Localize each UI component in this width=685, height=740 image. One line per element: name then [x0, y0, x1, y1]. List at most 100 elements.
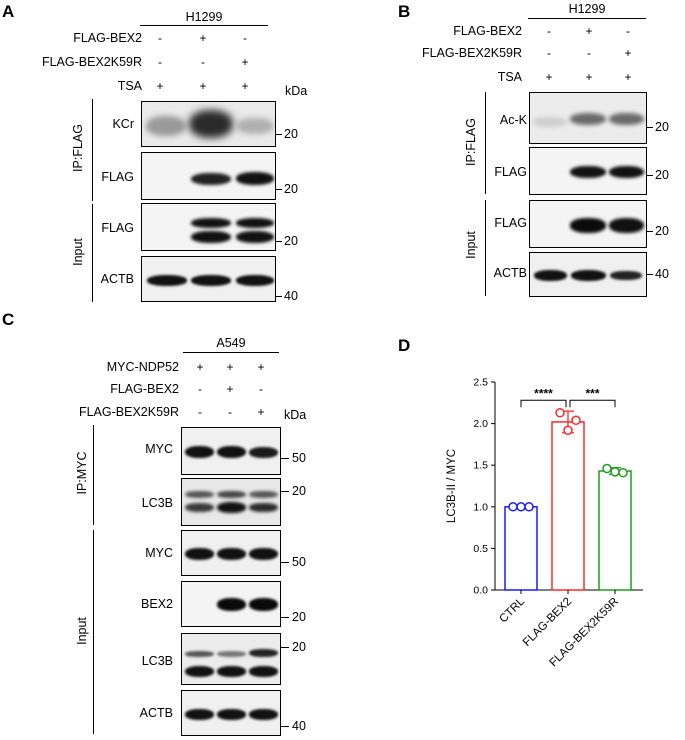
input-bracket [485, 200, 486, 296]
blot-lc3b-input [181, 633, 281, 685]
blot-flag-ip [529, 147, 647, 195]
blot-label: MYC [145, 442, 173, 456]
cell-line-underline [140, 25, 268, 26]
bar [504, 506, 538, 591]
bar [551, 421, 585, 591]
y-tick-label: 0.5 [473, 543, 488, 555]
input-bracket [93, 530, 94, 734]
mw-tick [647, 231, 653, 232]
mw-tick [281, 491, 289, 492]
ip-bracket [93, 425, 94, 525]
sign: - [243, 31, 247, 45]
mw-marker: 20 [284, 182, 298, 196]
blot-label: FLAG [494, 216, 527, 230]
mw-marker: 40 [292, 719, 306, 733]
y-tick-label: 2.0 [473, 418, 488, 430]
mw-tick [276, 296, 282, 297]
sign: - [547, 46, 551, 60]
input-bracket [92, 204, 93, 302]
blot-kcr [141, 101, 276, 147]
ip-label: IP:FLAG [71, 124, 85, 172]
mw-tick [281, 562, 289, 563]
sign: + [585, 24, 593, 38]
panel-letter-a: A [2, 2, 15, 21]
row-label: FLAG-BEX2 [110, 382, 179, 396]
data-point [571, 415, 581, 426]
blot-actb-input [181, 690, 281, 736]
mw-tick [281, 726, 289, 727]
input-label: Input [71, 238, 85, 266]
significance-bracket [569, 399, 616, 408]
blot-label: ACTB [100, 272, 134, 286]
cell-line-underline [528, 18, 646, 19]
data-point [602, 463, 612, 474]
sign: + [226, 360, 234, 374]
blot-label: ACTB [139, 706, 173, 720]
mw-marker: 20 [655, 224, 669, 238]
sign: - [158, 55, 162, 69]
mw-tick [281, 647, 289, 648]
blot-actb [141, 256, 276, 302]
blot-label: FLAG [494, 165, 527, 179]
y-tick-label: 0.0 [473, 585, 488, 597]
mw-tick [281, 617, 289, 618]
blot-label: Ac-K [499, 113, 527, 127]
ip-bracket [92, 99, 93, 201]
sign: + [624, 46, 632, 60]
blot-label: FLAG [101, 170, 134, 184]
mw-marker: 20 [292, 484, 306, 498]
blot-flag-ip [141, 152, 276, 200]
cell-line-label: A549 [216, 336, 246, 350]
blot-label: MYC [145, 546, 173, 560]
sign: + [226, 382, 234, 396]
y-tick-label: 1.0 [473, 501, 488, 513]
row-label: FLAG-BEX2K59R [78, 405, 179, 419]
sign: - [158, 31, 162, 45]
input-label: Input [464, 231, 478, 259]
sign: + [257, 405, 265, 419]
sign: - [198, 382, 202, 396]
sign: - [228, 405, 232, 419]
row-label: FLAG-BEX2 [73, 31, 142, 45]
significance-label: *** [585, 386, 599, 400]
cell-line-label: H1299 [185, 10, 223, 24]
data-point [555, 408, 565, 418]
row-label: FLAG-BEX2 [453, 24, 522, 38]
sign: + [585, 70, 593, 84]
blot-label: BEX2 [141, 597, 173, 611]
cell-line-label: H1299 [568, 2, 606, 16]
sign: + [199, 31, 207, 45]
blot-bex2-input [181, 581, 281, 627]
x-tick-label: CTRL [497, 595, 527, 625]
sign: + [196, 360, 204, 374]
blot-label: KCr [112, 117, 134, 131]
mw-marker: 20 [292, 610, 306, 624]
mw-marker: 40 [655, 267, 669, 281]
bar [598, 470, 632, 591]
mw-marker: 50 [292, 451, 306, 465]
sign: + [241, 79, 249, 93]
sign: - [547, 24, 551, 38]
row-label: FLAG-BEX2K59R [41, 55, 142, 69]
data-point [563, 425, 573, 436]
mw-marker: 20 [655, 168, 669, 182]
mw-marker: 20 [292, 640, 306, 654]
mw-marker: 20 [284, 127, 298, 141]
mw-tick [276, 134, 282, 135]
sign: + [156, 79, 164, 93]
blot-myc-input [181, 530, 281, 576]
row-label: MYC-NDP52 [106, 360, 179, 374]
mw-marker: 50 [292, 555, 306, 569]
data-point [524, 502, 534, 512]
row-label: TSA [117, 79, 142, 93]
mw-marker: 20 [284, 234, 298, 248]
ip-bracket [485, 92, 486, 194]
sign: + [624, 70, 632, 84]
cell-line-underline [183, 352, 279, 353]
mw-tick [647, 127, 653, 128]
mw-tick [276, 241, 282, 242]
blot-label: ACTB [493, 266, 527, 280]
row-label: TSA [497, 70, 522, 84]
panel-letter-d: D [398, 336, 411, 355]
